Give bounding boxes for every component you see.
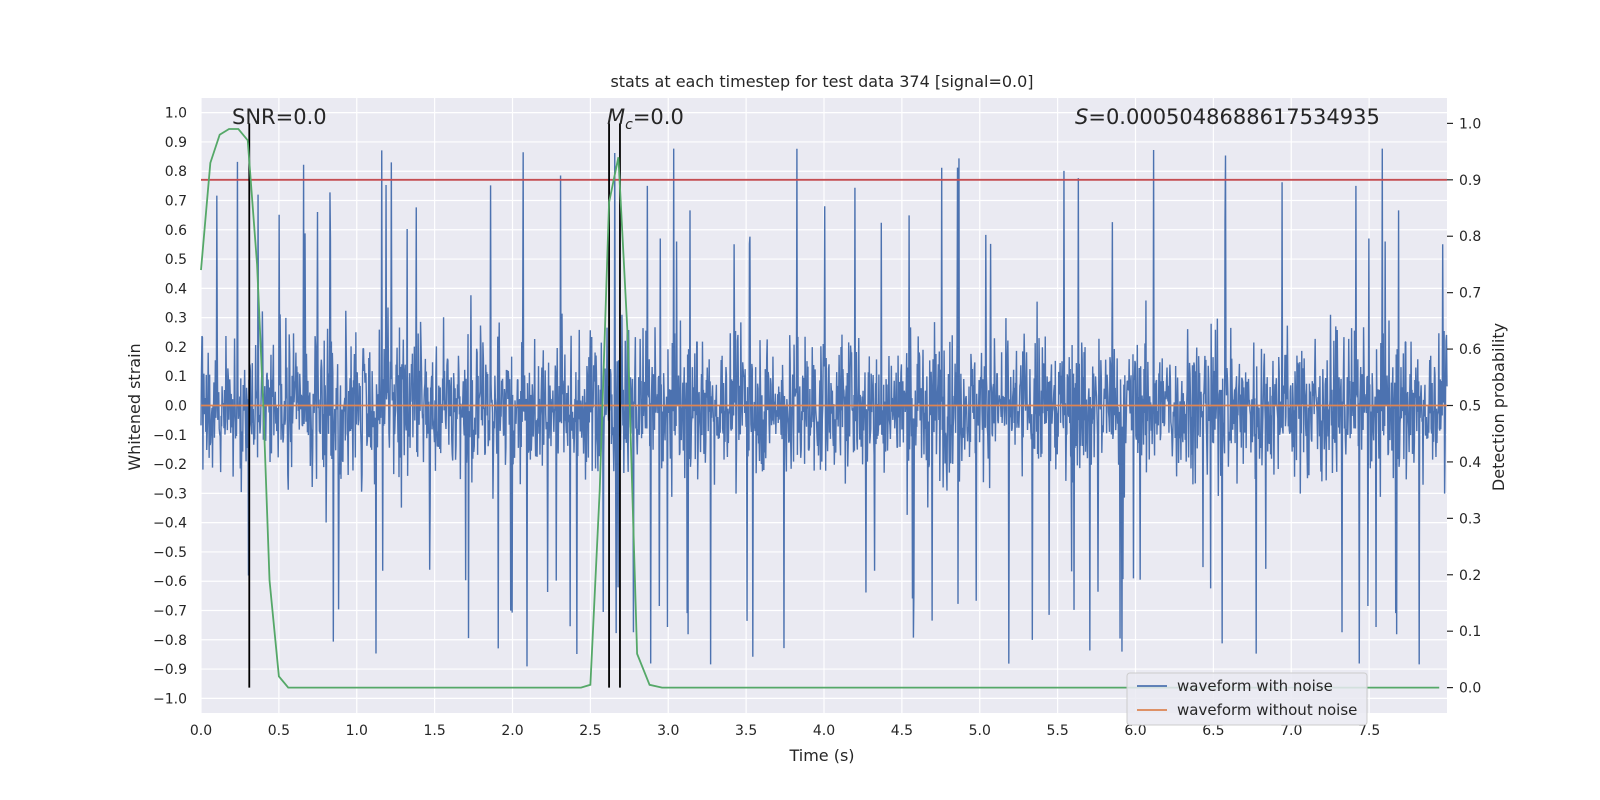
y-tick-label: 0.8 xyxy=(165,164,187,180)
x-axis-ticks: 0.0 0.5 1.0 1.5 2.0 2.5 3.0 3.5 4.0 4.5 5.0 5.5 6.0 6… xyxy=(190,723,1380,739)
y-tick-label: 0.9 xyxy=(165,135,187,151)
y2-axis-ticks: 1.0 0.9 0.8 0.7 0.6 0.5 0.4 0.3 0.2 0.1 0.0 xyxy=(1447,116,1481,697)
y2-tick-label: 0.1 xyxy=(1459,624,1481,640)
y-tick-label: 1.0 xyxy=(165,106,187,122)
y-tick-label: −0.5 xyxy=(153,545,187,561)
y2-tick-label: 1.0 xyxy=(1459,116,1481,132)
legend-box xyxy=(1126,672,1368,726)
series-detection-probability xyxy=(200,128,1440,689)
x-tick-label: 2.5 xyxy=(579,723,601,739)
chart-title: stats at each timestep for test data 374… xyxy=(610,72,1033,91)
y-tick-label: 0.3 xyxy=(165,311,187,327)
y-tick-label: −0.3 xyxy=(153,486,187,502)
x-tick-label: 3.0 xyxy=(657,723,679,739)
x-tick-label: 4.0 xyxy=(813,723,835,739)
chirp-mass-symbol: M xyxy=(607,105,625,129)
y2-tick-label: 0.0 xyxy=(1459,681,1481,697)
snr-annotation: SNR=0.0 xyxy=(232,105,327,129)
x-tick-label: 1.5 xyxy=(423,723,445,739)
y-axis-label: Whitened strain xyxy=(125,343,144,470)
y-tick-label: 0.4 xyxy=(165,281,187,297)
y2-tick-label: 0.4 xyxy=(1459,455,1481,471)
y-tick-label: −0.8 xyxy=(153,633,187,649)
y2-tick-label: 0.3 xyxy=(1459,511,1481,527)
x-tick-label: 6.0 xyxy=(1124,723,1146,739)
x-tick-label: 3.5 xyxy=(735,723,757,739)
x-tick-label: 5.5 xyxy=(1046,723,1068,739)
s-annotation: S=0.0005048688617534935 xyxy=(1075,105,1380,129)
x-tick-label: 7.0 xyxy=(1280,723,1302,739)
x-tick-label: 2.0 xyxy=(501,723,523,739)
y2-axis-label: Detection probability xyxy=(1489,323,1508,491)
y2-tick-label: 0.9 xyxy=(1459,173,1481,189)
y2-tick-label: 0.6 xyxy=(1459,342,1481,358)
y-tick-label: −0.9 xyxy=(153,662,187,678)
noise-series xyxy=(200,148,1448,667)
x-tick-label: 5.0 xyxy=(969,723,991,739)
chirp-mass-subscript: c xyxy=(625,117,633,133)
y-axis-ticks: 1.0 0.9 0.8 0.7 0.6 0.5 0.4 0.3 0.2 0.1 0.0 −0.1 −0.… xyxy=(153,106,187,708)
x-tick-label: 1.0 xyxy=(346,723,368,739)
s-symbol: S xyxy=(1075,105,1088,129)
y2-tick-label: 0.8 xyxy=(1459,229,1481,245)
x-tick-label: 6.5 xyxy=(1202,723,1224,739)
y2-tick-label: 0.5 xyxy=(1459,399,1481,415)
legend-label-waveform-without-noise: waveform without noise xyxy=(1177,701,1357,719)
x-tick-label: 7.5 xyxy=(1358,723,1380,739)
y2-tick-label: 0.7 xyxy=(1459,286,1481,302)
chirp-mass-value: =0.0 xyxy=(633,105,684,129)
x-tick-label: 4.5 xyxy=(891,723,913,739)
y-tick-label: 0.0 xyxy=(165,399,187,415)
x-tick-label: 0.5 xyxy=(268,723,290,739)
series-waveform-with-noise xyxy=(200,148,1448,667)
x-axis-label: Time (s) xyxy=(788,746,854,765)
y-tick-label: −0.6 xyxy=(153,574,187,590)
y-tick-label: −0.4 xyxy=(153,516,187,532)
y-tick-label: −0.2 xyxy=(153,457,187,473)
chirp-mass-annotation: Mc=0.0 xyxy=(607,105,684,133)
y-tick-label: 0.6 xyxy=(165,223,187,239)
y-tick-label: 0.2 xyxy=(165,340,187,356)
y-tick-label: 0.1 xyxy=(165,369,187,385)
legend-label-waveform-with-noise: waveform with noise xyxy=(1177,677,1333,695)
s-value: =0.0005048688617534935 xyxy=(1088,105,1380,129)
y-tick-label: −1.0 xyxy=(153,691,187,707)
y-tick-label: −0.1 xyxy=(153,428,187,444)
legend: waveform with noise waveform without noi… xyxy=(1126,672,1368,726)
y-tick-label: 0.7 xyxy=(165,194,187,210)
y-tick-label: 0.5 xyxy=(165,252,187,268)
overlay xyxy=(200,123,1447,689)
y2-tick-label: 0.2 xyxy=(1459,568,1481,584)
x-tick-label: 0.0 xyxy=(190,723,212,739)
y-tick-label: −0.7 xyxy=(153,604,187,620)
